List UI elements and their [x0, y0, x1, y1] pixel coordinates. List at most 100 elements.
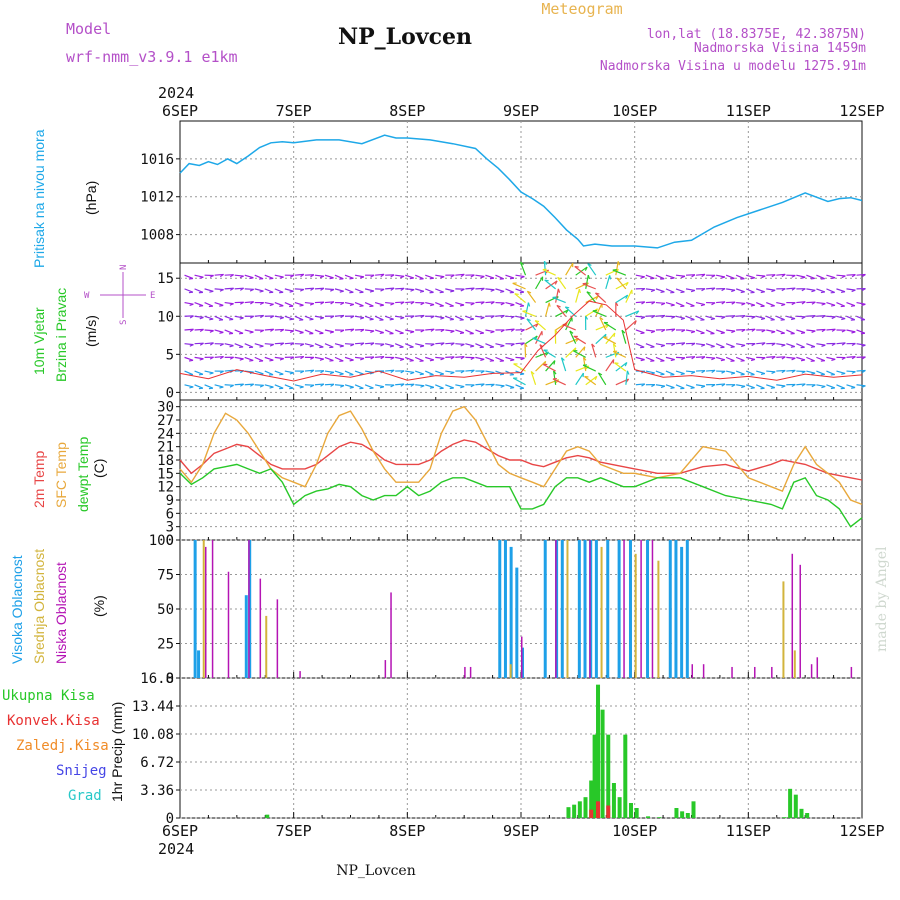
wind-arrow-head [522, 310, 527, 312]
wind-arrow-head [591, 343, 596, 348]
precip-total-bar [628, 803, 633, 818]
wind-arrow [324, 370, 334, 373]
station-title: NP_Lovcen [338, 24, 472, 50]
wind-arrow [375, 355, 385, 358]
wind-arrow [560, 357, 567, 372]
wind-arrow [254, 343, 264, 347]
wind-arrow-head [460, 370, 465, 374]
cloud-low-bar [276, 599, 279, 678]
wind-arrow-head [289, 290, 294, 293]
wind-arrow [435, 315, 445, 319]
wind-arrow-head [671, 328, 676, 332]
wind-arrow-head [821, 385, 826, 389]
wind-arrow-head [310, 369, 315, 373]
wind-arrow-head [851, 274, 856, 278]
wind-arrow-head [450, 356, 455, 360]
wind-arrow-head [670, 387, 675, 389]
precip-conv-bar [606, 805, 611, 818]
wind-arrow-head [569, 330, 574, 334]
wind-arrow-head [389, 345, 394, 348]
cloud-mid-label: Srednja Oblacnost [31, 549, 47, 664]
wind-arrow [586, 291, 597, 303]
wind-arrow-head [460, 356, 465, 360]
wind-arrow [264, 274, 274, 279]
wind-arrow-head [790, 317, 796, 321]
wind-arrow-head [239, 383, 244, 387]
wind-arrow [695, 329, 705, 334]
precip-side-labels: Ukupna Kisa Konvek.Kisa Zaledj.Kisa Snij… [2, 688, 125, 804]
wind-arrow [605, 332, 616, 345]
wind-arrow-head [851, 386, 856, 389]
wind-arrow [344, 370, 354, 376]
wind-arrow [735, 274, 745, 280]
wind-arrow-head [329, 359, 334, 362]
wind-arrow-head [410, 289, 415, 292]
wind-arrow [746, 302, 755, 306]
wind-arrow [539, 344, 547, 358]
wind-arrow [603, 322, 617, 331]
wind-arrow [505, 356, 515, 361]
precip-total-bar [577, 801, 582, 818]
wind-arrow [582, 283, 596, 290]
wind-arrow [766, 356, 776, 358]
wind-arrow [534, 320, 547, 331]
wind-arrow [274, 328, 284, 331]
wind-arrow [695, 301, 705, 306]
wind-arrow [324, 383, 334, 386]
wind-arrow [545, 360, 556, 372]
wind-arrow [645, 274, 655, 279]
cloud-high-bar [515, 567, 519, 678]
wind-arrow [826, 315, 836, 318]
wind-arrow [515, 384, 525, 389]
wind-arrow [685, 370, 696, 373]
wind-arrow-head [800, 359, 806, 362]
wind-arrow-head [811, 301, 816, 305]
wind-arrow [591, 343, 597, 358]
wind-arrow-head [319, 275, 325, 279]
wind-arrow [543, 363, 556, 372]
wind-arrow-head [209, 330, 214, 333]
wind-arrow [184, 274, 194, 280]
wind-arrow-head [760, 291, 765, 294]
wind-arrow-head [771, 331, 776, 334]
wind-arrow-head [584, 266, 588, 271]
wind-arrow [364, 384, 374, 389]
wind-arrow-head [565, 309, 569, 314]
wind-arrow [495, 356, 504, 362]
wind-arrow [384, 315, 394, 320]
wind-arrow [635, 383, 645, 386]
cloud-high-bar [668, 540, 672, 678]
wind-arrow [569, 330, 577, 344]
wind-arrow [224, 343, 234, 347]
wind-arrow [715, 274, 726, 278]
temp-sfc-label: SFC Temp [53, 442, 69, 508]
precip-total-bar [674, 808, 679, 818]
wind-arrow [625, 289, 633, 303]
wind-arrow [525, 335, 538, 345]
wind-arrow-head [635, 310, 640, 315]
model-name: wrf-nmm_v3.9.1 e1km [66, 48, 238, 66]
wind-arrow [796, 383, 806, 386]
wind-arrow [274, 342, 284, 345]
wind-arrow [756, 274, 766, 277]
wind-arrow [716, 383, 726, 386]
wind-arrow [735, 356, 745, 362]
wind-arrow-head [500, 302, 505, 306]
top-date-label: 6SEP [162, 102, 198, 120]
wind-arrow-head [595, 295, 599, 300]
wind-arrow-head [711, 302, 716, 306]
wind-arrow-head [751, 343, 756, 347]
wind-arrow [324, 288, 334, 291]
elevation-label: Nadmorska Visina 1459m [694, 41, 866, 56]
wind-arrow [495, 288, 505, 293]
wind-arrow [445, 384, 454, 389]
wind-arrow-head [430, 304, 435, 307]
wind-arrow-head [470, 357, 475, 360]
precip-total-bar [793, 794, 798, 818]
temp-dew-line [179, 463, 863, 528]
wind-arrow [725, 274, 735, 279]
cloud-high-label: Visoka Oblacnost [9, 555, 25, 664]
wind-arrow-head [379, 304, 384, 307]
wind-arrow-head [349, 386, 354, 389]
wind-arrow-head [430, 315, 435, 319]
